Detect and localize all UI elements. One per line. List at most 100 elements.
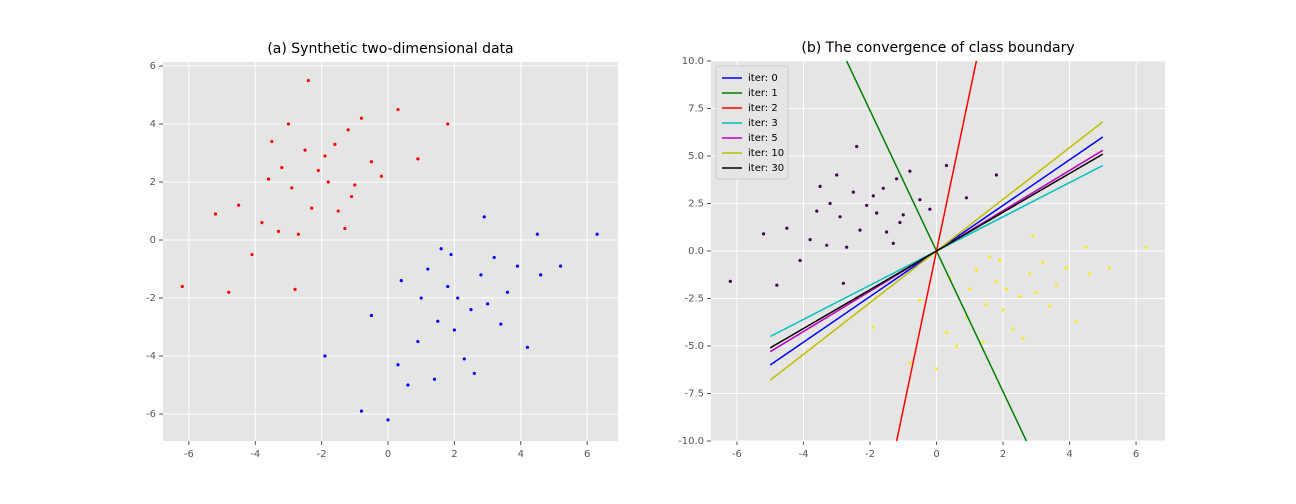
x-tick-label: 6 bbox=[1133, 449, 1139, 460]
scatter-point bbox=[1021, 336, 1025, 340]
y-tick-label: -5.0 bbox=[684, 341, 704, 352]
scatter-point bbox=[539, 273, 543, 277]
scatter-point bbox=[944, 331, 949, 335]
scatter-point bbox=[815, 209, 819, 213]
x-tick-label: 0 bbox=[385, 449, 391, 460]
scatter-point bbox=[369, 313, 374, 318]
scatter-point bbox=[525, 345, 529, 349]
scatter-point bbox=[323, 154, 327, 158]
scatter-point bbox=[353, 183, 357, 187]
y-tick-label: 4 bbox=[150, 119, 156, 130]
scatter-point bbox=[1034, 291, 1038, 295]
scatter-point bbox=[944, 163, 949, 168]
scatter-point bbox=[1074, 319, 1078, 323]
scatter-point bbox=[988, 255, 992, 259]
scatter-point bbox=[968, 287, 972, 291]
scatter-point bbox=[379, 174, 383, 178]
scatter-point bbox=[406, 383, 410, 387]
y-tick-label: -10.0 bbox=[678, 436, 704, 447]
scatter-point bbox=[306, 78, 310, 83]
scatter-point bbox=[462, 357, 466, 361]
scatter-point bbox=[316, 168, 320, 173]
scatter-point bbox=[835, 173, 839, 177]
scatter-point bbox=[515, 264, 520, 268]
scatter-point bbox=[326, 180, 330, 184]
legend-label: iter: 3 bbox=[748, 118, 778, 129]
scatter-point bbox=[885, 230, 889, 234]
scatter-point bbox=[213, 212, 218, 216]
scatter-point bbox=[346, 128, 350, 132]
y-tick-label: 2 bbox=[150, 177, 156, 188]
scatter-point bbox=[918, 198, 922, 202]
scatter-point bbox=[333, 142, 337, 146]
x-tick-label: -2 bbox=[865, 449, 875, 460]
y-tick-label: 7.5 bbox=[688, 104, 704, 115]
y-tick-label: 0 bbox=[150, 235, 156, 246]
y-tick-label: 6 bbox=[150, 61, 156, 72]
x-tick-label: 0 bbox=[933, 449, 939, 460]
scatter-point bbox=[479, 273, 483, 277]
plot-area bbox=[163, 62, 618, 441]
scatter-point bbox=[446, 284, 450, 289]
x-tick-label: -4 bbox=[798, 449, 808, 460]
scatter-point bbox=[825, 243, 829, 247]
scatter-point bbox=[595, 232, 599, 236]
scatter-point bbox=[439, 247, 443, 251]
y-tick-label: -7.5 bbox=[684, 389, 704, 400]
scatter-point bbox=[323, 354, 327, 358]
scatter-point bbox=[469, 308, 473, 312]
scatter-point bbox=[293, 287, 297, 291]
scatter-point bbox=[310, 206, 314, 210]
scatter-point bbox=[1144, 245, 1148, 249]
legend-label: iter: 5 bbox=[748, 133, 778, 144]
scatter-point bbox=[359, 116, 364, 120]
plot-content bbox=[180, 78, 599, 422]
scatter-point bbox=[1028, 272, 1032, 276]
scatter-point bbox=[296, 232, 301, 236]
scatter-point bbox=[998, 258, 1002, 263]
scatter-point bbox=[838, 215, 842, 219]
scatter-point bbox=[865, 203, 869, 207]
scatter-point bbox=[1001, 308, 1005, 312]
scatter-point bbox=[845, 245, 849, 249]
y-tick-label: -2 bbox=[146, 293, 156, 304]
scatter-point bbox=[505, 290, 510, 294]
scatter-point bbox=[492, 255, 496, 260]
x-tick-label: 4 bbox=[1066, 449, 1072, 460]
x-tick-label: 6 bbox=[584, 449, 590, 460]
scatter-point bbox=[419, 296, 423, 300]
plot-content bbox=[728, 61, 1148, 441]
scatter-point bbox=[558, 264, 563, 268]
scatter-point bbox=[343, 226, 347, 231]
x-tick-label: -2 bbox=[317, 449, 327, 460]
scatter-point bbox=[290, 186, 294, 190]
scatter-point bbox=[349, 194, 354, 199]
scatter-point bbox=[785, 226, 789, 230]
scatter-point bbox=[426, 267, 430, 271]
scatter-point bbox=[482, 215, 486, 219]
scatter-point bbox=[851, 190, 855, 194]
scatter-point bbox=[828, 201, 832, 206]
scatter-point bbox=[964, 196, 969, 200]
scatter-point bbox=[485, 302, 490, 306]
scatter-point bbox=[1004, 287, 1008, 291]
y-tick-label: -6 bbox=[146, 409, 156, 420]
scatter-point bbox=[1031, 234, 1035, 238]
scatter-point bbox=[436, 319, 440, 323]
scatter-point bbox=[399, 279, 403, 283]
scatter-point bbox=[1084, 245, 1088, 249]
scatter-point bbox=[798, 258, 802, 263]
x-tick-label: 4 bbox=[518, 449, 524, 460]
scatter-point bbox=[237, 203, 241, 207]
scatter-point bbox=[954, 344, 959, 348]
scatter-point bbox=[908, 361, 912, 365]
legend-box bbox=[715, 65, 789, 180]
x-tick-label: -6 bbox=[184, 449, 194, 460]
y-tick-label: -4 bbox=[146, 351, 156, 362]
chart-title: (b) The convergence of class boundary bbox=[801, 40, 1074, 56]
scatter-point bbox=[303, 148, 307, 152]
scatter-point bbox=[775, 283, 779, 287]
scatter-point bbox=[981, 340, 985, 344]
scatter-point bbox=[1041, 260, 1045, 264]
scatter-point bbox=[416, 339, 420, 344]
